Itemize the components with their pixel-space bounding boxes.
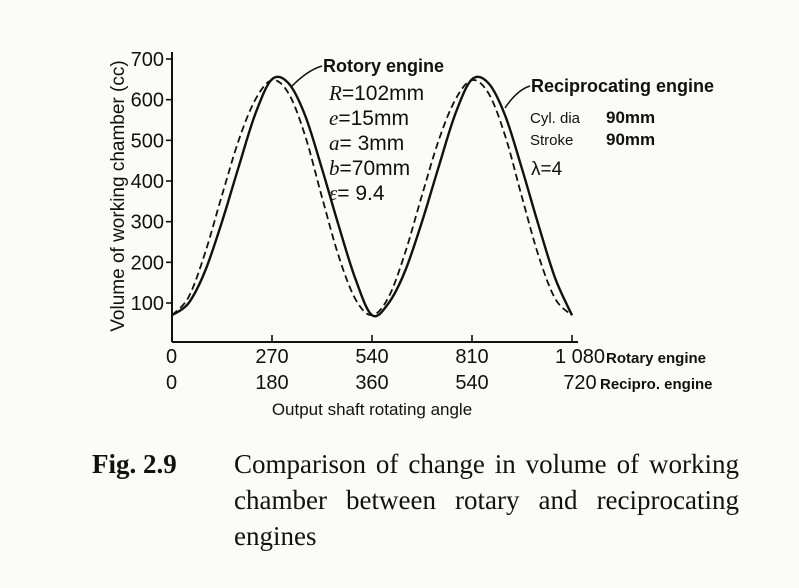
y-tick-label: 200 [131,252,164,274]
y-tick-label: 300 [131,212,164,234]
param-symbol: ε [329,181,338,205]
x-tick-label-recipro: 0 [166,372,177,394]
x-tick-label-rotary: 1 080 [555,346,605,368]
param-symbol: R [328,81,342,105]
param-value: =102mm [342,82,424,105]
x-axis-label-rotary: Rotary engine [606,350,706,367]
x-tick-label-rotary: 810 [455,346,488,368]
annotation-recip-lambda: λ=4 [531,159,563,180]
annotation-rotary-param: e=15mm [329,106,409,130]
param-value: =70mm [340,157,411,180]
x-tick-label-rotary: 270 [255,346,288,368]
x-axis-label: Output shaft rotating angle [272,400,472,419]
annotation-recip-leader [504,85,531,109]
annotation-rotary-param: b=70mm [329,156,410,180]
annotation-recip-param-value: 90mm [606,108,655,127]
y-tick-label: 600 [131,90,164,112]
figure-caption: Fig. 2.9 Comparison of change in volume o… [92,446,752,554]
y-tick-label: 500 [131,130,164,152]
caption-text: Comparison of change in volume of workin… [234,449,739,551]
plot-area [171,75,574,318]
y-tick-label: 400 [131,171,164,193]
figure-number: Fig. 2.9 [92,449,177,479]
annotation-recip-param-label: Stroke [530,132,573,149]
y-axis-label: Volume of working chamber (cc) [108,60,129,331]
annotation-recip-param-label: Cyl. dia [530,110,581,127]
series-reciprocating-line [171,79,573,317]
annotation-rotary-title: Rotory engine [323,56,444,76]
param-symbol: b [329,156,340,180]
x-tick-label-recipro: 360 [355,372,388,394]
param-value: =15mm [338,107,409,130]
annotation-rotary-param: R=102mm [328,81,424,105]
x-tick-label-rotary: 540 [355,346,388,368]
annotation-rotary-param: ε= 9.4 [329,181,385,205]
annotation-recip-param-value: 90mm [606,130,655,149]
x-tick-label-recipro: 720 [563,372,596,394]
x-axis-label-recipro: Recipro. engine [600,376,713,393]
param-value: = 3mm [340,132,405,155]
annotation-recip-title: Reciprocating engine [531,76,714,96]
annotation-rotary-param: a= 3mm [329,131,404,155]
y-tick-label: 100 [131,293,164,315]
y-tick-label: 700 [131,49,164,71]
x-tick-label-rotary: 0 [166,346,177,368]
param-symbol: a [329,131,340,155]
param-symbol: e [329,106,338,130]
x-tick-label-recipro: 180 [255,372,288,394]
x-tick-label-recipro: 540 [455,372,488,394]
annotation-rotary-leader [291,65,323,87]
param-value: = 9.4 [337,182,385,205]
